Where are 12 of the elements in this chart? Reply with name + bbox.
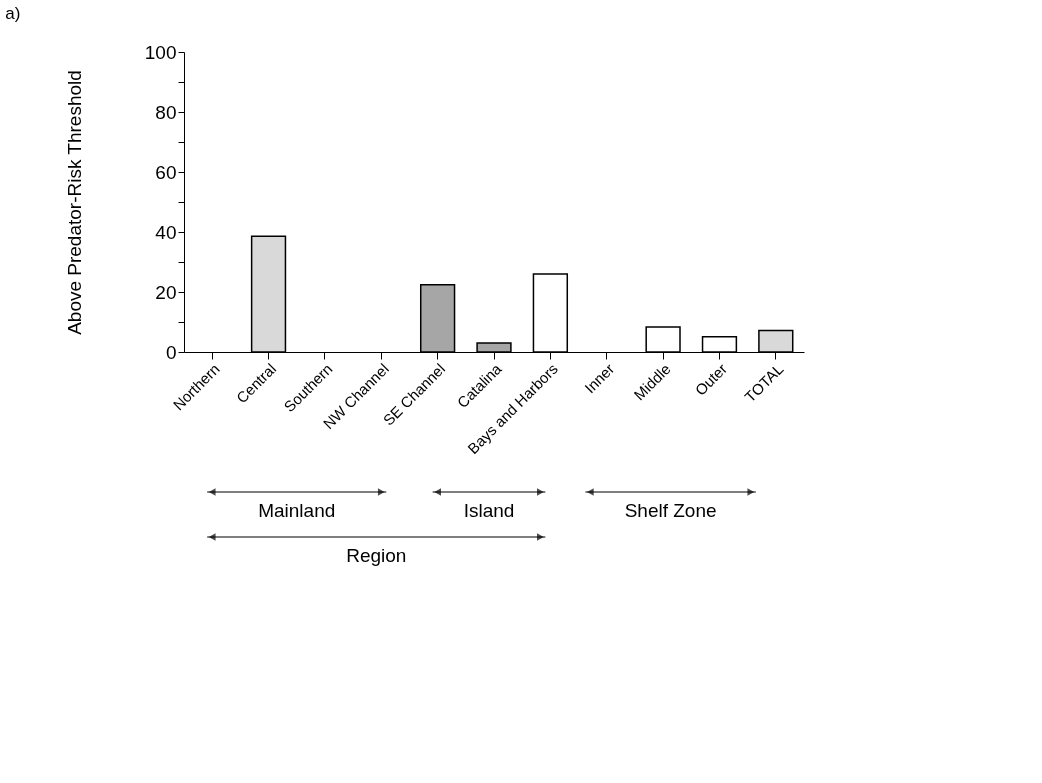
- y-tick-label: 80: [155, 101, 177, 123]
- y-tick-label: 100: [144, 41, 177, 63]
- text: Island: [463, 500, 515, 521]
- text: Region: [346, 545, 407, 566]
- y-tick-label: 0: [165, 341, 177, 363]
- y-axis-title: Above Predator-Risk Threshold: [63, 70, 85, 335]
- y-tick-label: 40: [155, 221, 177, 243]
- text: Mainland: [258, 500, 336, 521]
- y-tick-label: 20: [155, 281, 177, 303]
- y-tick-label: 60: [155, 161, 177, 183]
- text: a): [5, 4, 21, 23]
- text: Shelf Zone: [624, 500, 717, 521]
